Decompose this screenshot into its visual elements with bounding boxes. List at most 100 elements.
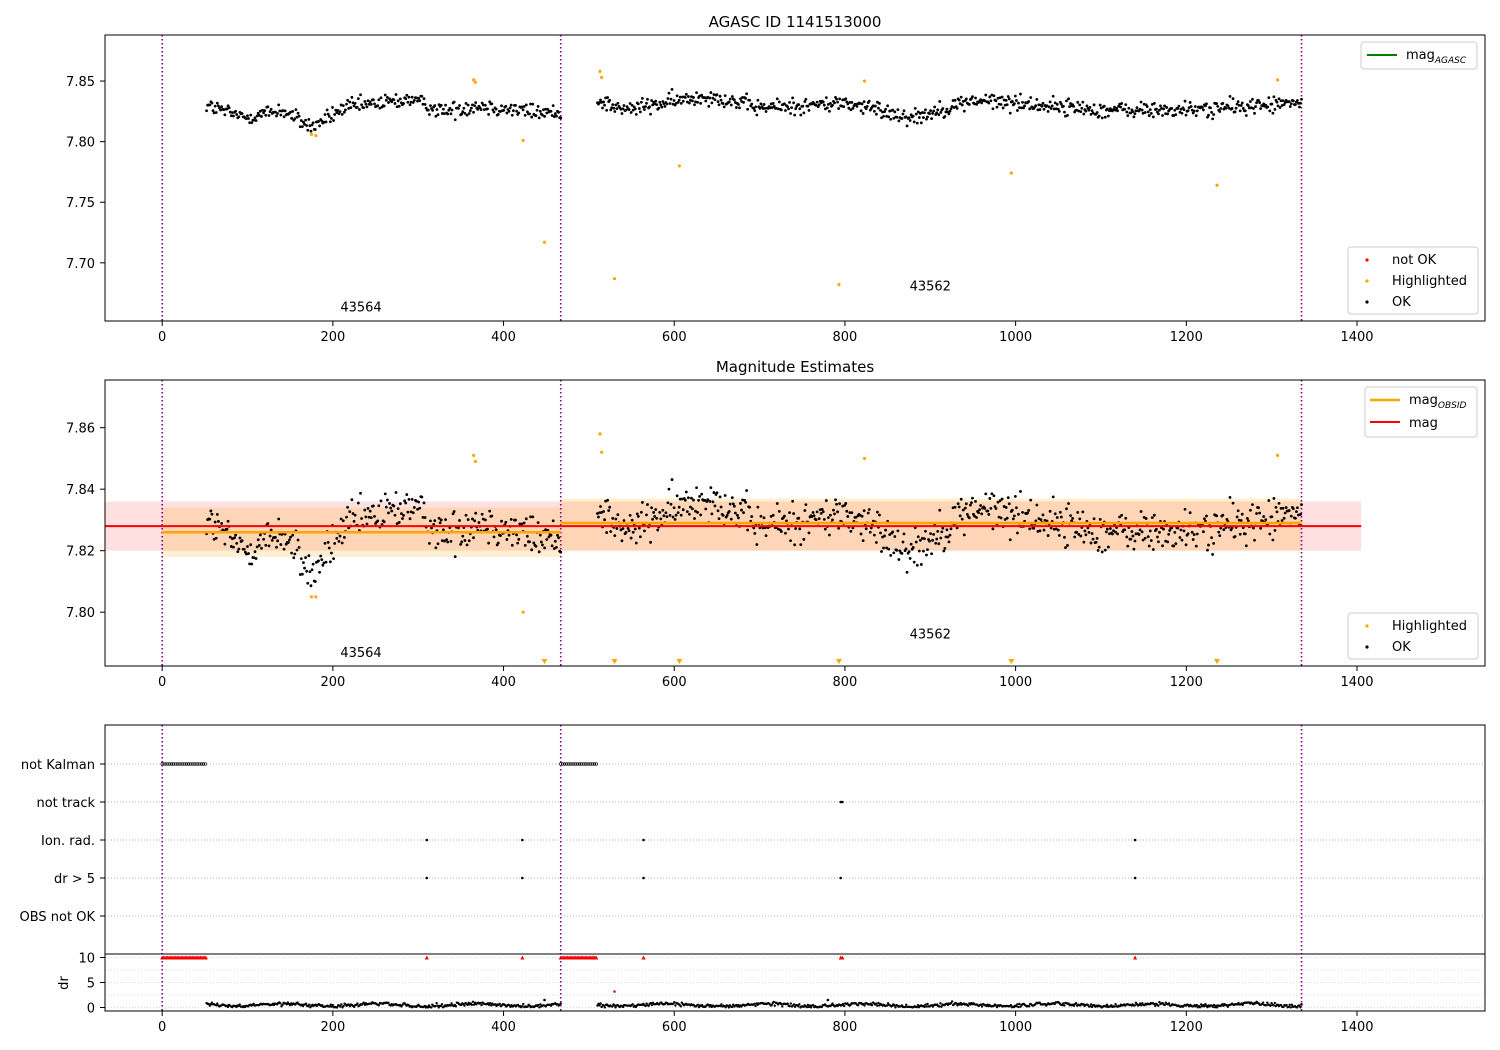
- dr-point: [1290, 1003, 1294, 1007]
- offscale-marker: [835, 659, 842, 664]
- ok-point: [1134, 532, 1138, 536]
- ok-point: [1047, 105, 1051, 109]
- ok-point: [342, 536, 346, 539]
- ok-point: [613, 110, 617, 113]
- ok-point: [1221, 513, 1225, 517]
- ok-point: [631, 530, 635, 534]
- ok-point: [710, 512, 714, 516]
- ok-point: [673, 517, 677, 521]
- ok-point: [552, 115, 556, 118]
- x-tick-label: 1400: [1340, 675, 1373, 690]
- ok-point: [1239, 104, 1243, 107]
- ok-point: [1013, 494, 1017, 498]
- dr-point: [480, 1003, 483, 1007]
- ok-point: [458, 104, 461, 107]
- dr-point: [1203, 1005, 1206, 1008]
- ok-point: [834, 498, 837, 502]
- dr-point: [789, 1002, 793, 1005]
- ok-point: [1258, 101, 1262, 104]
- ok-point: [1139, 100, 1143, 104]
- ok-point: [281, 109, 285, 112]
- ok-point: [1008, 538, 1012, 542]
- ok-point: [463, 111, 467, 115]
- ok-point: [1116, 109, 1119, 113]
- ok-point: [936, 108, 940, 112]
- ok-point: [802, 111, 806, 115]
- ok-point: [303, 122, 306, 126]
- ok-point: [995, 105, 999, 109]
- ok-point: [866, 511, 870, 515]
- ok-point: [977, 511, 980, 515]
- ok-point: [559, 116, 563, 120]
- ok-point: [1010, 100, 1014, 103]
- dr-point: [1214, 1004, 1218, 1007]
- ok-point: [723, 94, 727, 98]
- ok-point: [665, 102, 669, 106]
- dr-point: [356, 1002, 359, 1005]
- ok-point: [389, 506, 393, 510]
- ok-point: [1293, 103, 1297, 107]
- offscale-marker: [541, 659, 548, 664]
- dr-point: [466, 1003, 469, 1007]
- ok-point: [907, 550, 911, 554]
- ok-point: [864, 107, 868, 111]
- ok-point: [500, 519, 503, 523]
- ok-point: [945, 528, 949, 532]
- ok-point: [331, 106, 334, 109]
- ok-point: [1218, 110, 1222, 113]
- ok-point: [811, 511, 815, 514]
- ok-point: [439, 103, 443, 107]
- ok-point: [732, 98, 736, 102]
- dr-tick-label: 10: [78, 952, 95, 967]
- ok-point: [931, 538, 935, 542]
- ok-point: [1207, 113, 1210, 117]
- ok-point: [319, 554, 323, 558]
- ok-point: [634, 541, 638, 545]
- ok-point: [772, 104, 776, 108]
- ok-point: [463, 539, 467, 542]
- x-tick-label: 1400: [1340, 330, 1373, 345]
- ok-point: [373, 514, 376, 518]
- ok-point: [524, 517, 528, 521]
- ok-point: [666, 501, 670, 505]
- ok-point: [801, 104, 805, 108]
- dr-capped-marker: [520, 955, 525, 960]
- ok-point: [1272, 497, 1276, 500]
- x-tick-label: 0: [158, 330, 166, 345]
- ok-point: [240, 112, 244, 115]
- ok-point: [862, 100, 866, 104]
- ok-point: [387, 511, 390, 515]
- ok-point: [297, 114, 301, 118]
- ok-point: [1207, 543, 1210, 547]
- ok-point: [351, 101, 355, 105]
- ok-point: [386, 96, 389, 99]
- dr-point: [329, 1003, 332, 1006]
- ok-point: [1297, 101, 1300, 105]
- dr-point: [1016, 1003, 1019, 1006]
- ok-point: [1132, 547, 1136, 551]
- dr-point: [806, 1003, 810, 1007]
- ok-point: [639, 100, 643, 104]
- ok-point: [1281, 99, 1285, 103]
- dr-point: [1199, 1003, 1203, 1006]
- ok-point: [311, 562, 315, 566]
- ok-point: [298, 573, 302, 576]
- ok-point: [628, 102, 632, 105]
- ok-point: [1120, 102, 1124, 105]
- ok-point: [510, 113, 514, 117]
- dr-point: [1215, 1006, 1219, 1009]
- ok-point: [675, 494, 679, 498]
- ok-point: [873, 104, 877, 108]
- ok-point: [1082, 112, 1086, 116]
- ok-point: [996, 500, 1000, 504]
- ok-point: [544, 107, 548, 111]
- ok-point: [476, 107, 480, 111]
- ok-point: [1148, 108, 1152, 112]
- ok-point: [299, 557, 303, 561]
- ok-point: [1195, 109, 1199, 113]
- ok-point: [323, 113, 327, 116]
- ok-point: [1251, 503, 1254, 507]
- ok-point: [779, 108, 783, 112]
- ok-point: [436, 542, 440, 546]
